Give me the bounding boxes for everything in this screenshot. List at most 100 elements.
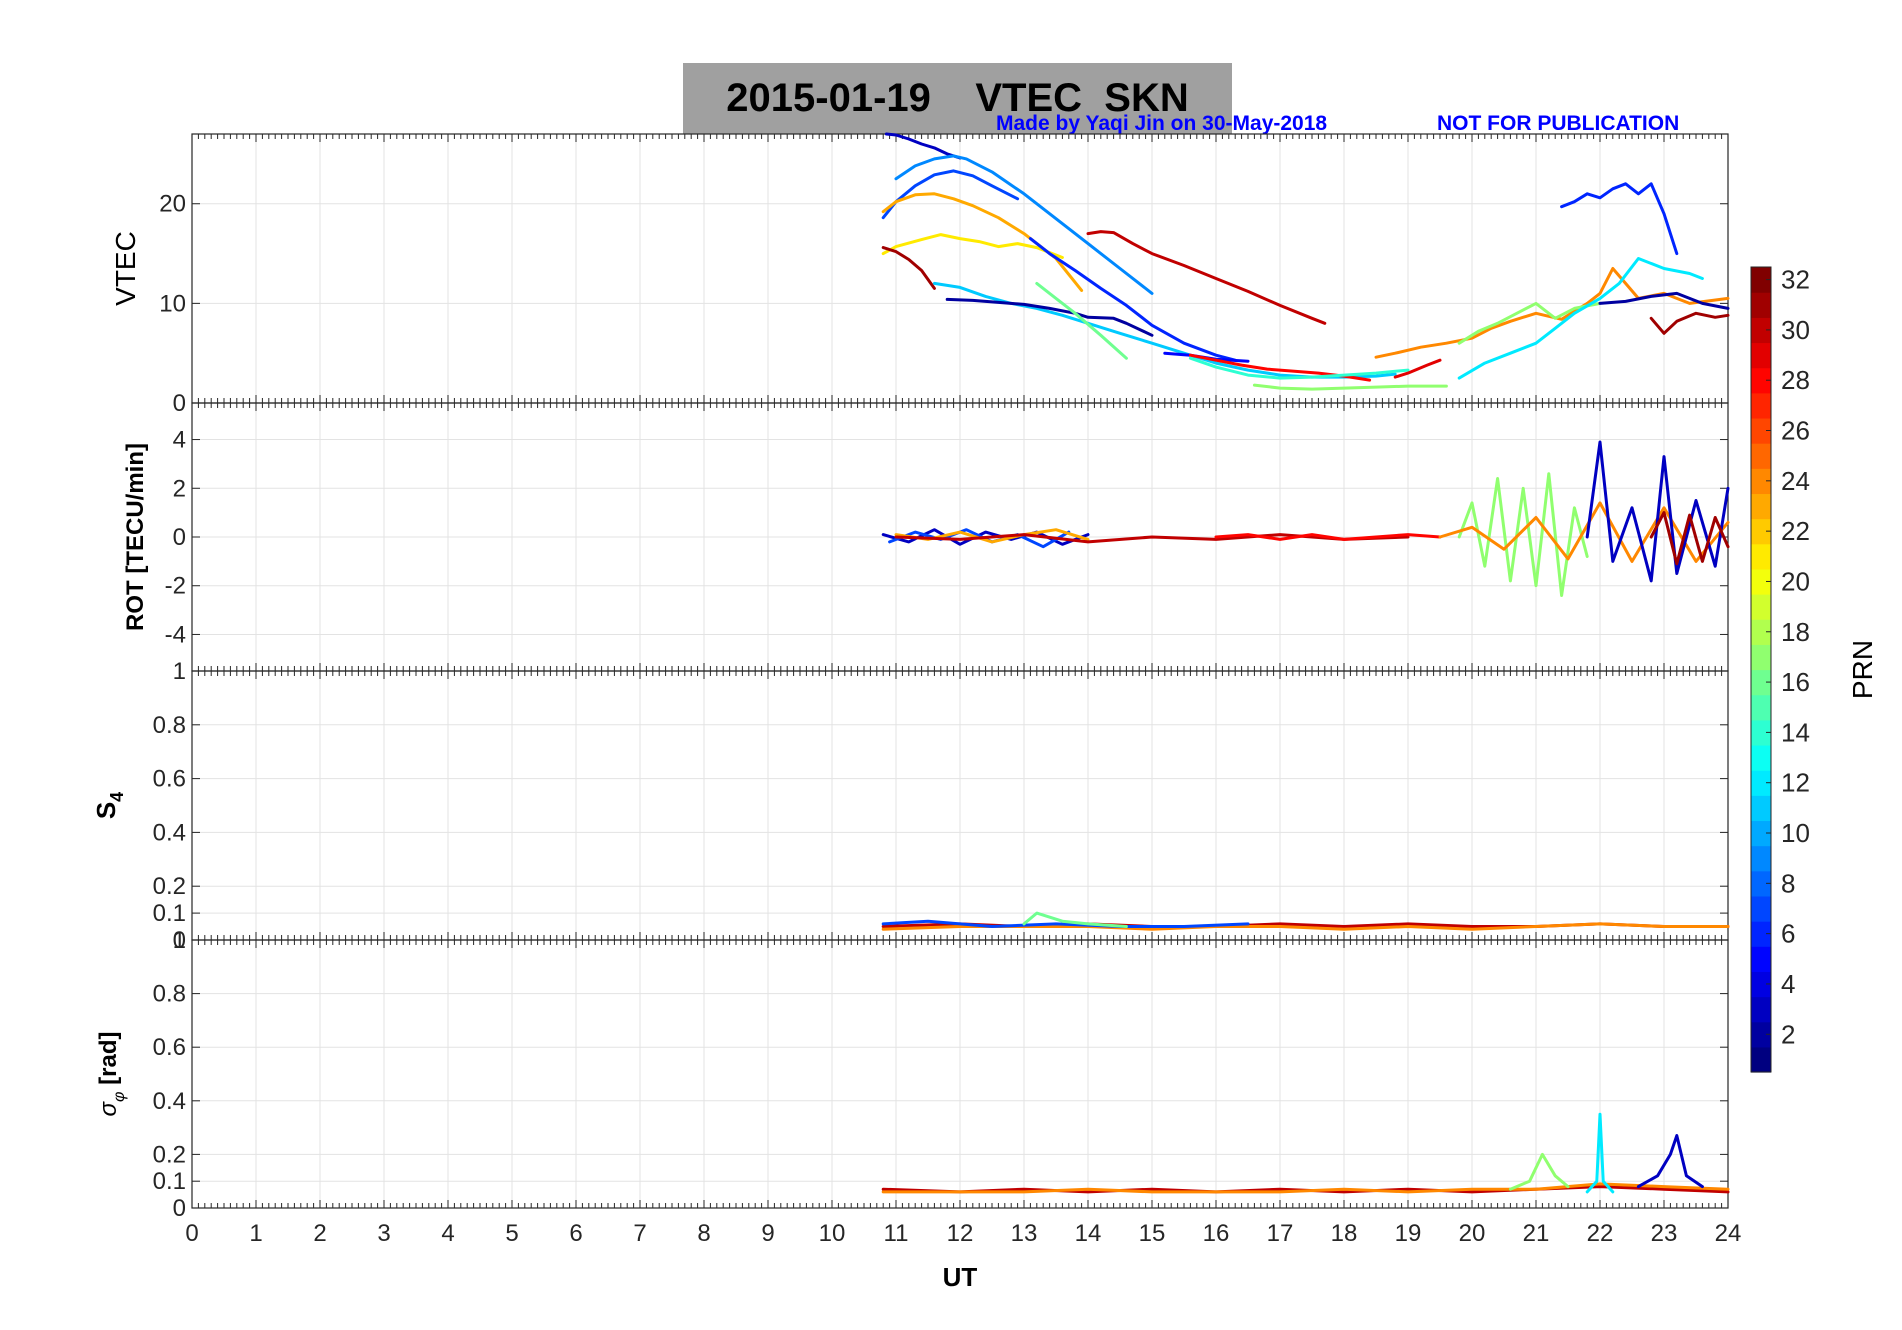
- vtec-y-tick-label: 10: [159, 290, 186, 317]
- vtec-series-prn-2: [945, 297, 1154, 337]
- sigma-series-prn-17: [1508, 1152, 1570, 1191]
- vtec-series-prn-31: [881, 246, 936, 290]
- x-tick-label: 17: [1267, 1220, 1294, 1247]
- x-tick-label: 20: [1459, 1220, 1486, 1247]
- sigma-series-prn-12: [1585, 1112, 1615, 1194]
- vtec-series-prn-3: [884, 132, 962, 160]
- vtec-series-prn-17: [1252, 383, 1448, 391]
- colorbar-segment: [1751, 971, 1771, 998]
- colorbar-segment: [1751, 669, 1771, 696]
- sigma-phi-ylabel: σφ [rad]: [95, 1032, 128, 1117]
- vtec-series-prn-2: [1598, 291, 1730, 310]
- sigma-series-prn-3: [1636, 1134, 1704, 1189]
- colorbar-segment: [1751, 845, 1771, 872]
- x-tick-label: 9: [761, 1220, 774, 1247]
- chart-title: 2015-01-19 VTEC SKN: [683, 63, 1232, 134]
- x-tick-label: 14: [1075, 1220, 1102, 1247]
- colorbar-tick-label: 4: [1781, 969, 1795, 999]
- title-background: [683, 63, 1232, 134]
- sigma-y-tick-label: 0.2: [153, 1141, 186, 1168]
- colorbar-tick-label: 26: [1781, 416, 1810, 446]
- rot-series-prn-31: [1649, 511, 1730, 566]
- notice-text: NOT FOR PUBLICATION: [1437, 112, 1680, 135]
- colorbar-tick-label: 16: [1781, 667, 1810, 697]
- vtec-series-prn-30: [1086, 230, 1327, 325]
- colorbar-segment: [1751, 518, 1771, 545]
- credit-text: Made by Yaqi Jin on 30-May-2018: [996, 112, 1328, 135]
- sigma-y-tick-label: 0: [173, 1195, 186, 1222]
- x-tick-label: 12: [947, 1220, 974, 1247]
- x-tick-label: 5: [505, 1220, 518, 1247]
- colorbar-tick-label: 2: [1781, 1019, 1795, 1049]
- x-tick-label: 11: [884, 1220, 909, 1247]
- vtec-series-prn-12: [1457, 257, 1704, 380]
- vtec-series-prn-6: [1028, 237, 1237, 362]
- vtec-y-tick-label: 0: [173, 390, 186, 417]
- colorbar-tick-label: 8: [1781, 868, 1795, 898]
- rot-y-tick-label: 2: [173, 475, 186, 502]
- vtec-series-prn-29: [1393, 358, 1442, 379]
- colorbar-tick-label: 22: [1781, 516, 1810, 546]
- vtec-series-prn-14: [1188, 356, 1410, 380]
- s4-y-tick-label: 0.8: [153, 712, 186, 739]
- x-tick-label: 2: [313, 1220, 326, 1247]
- s4-y-tick-label: 1: [173, 658, 186, 685]
- rot-series-prn-17: [1457, 472, 1589, 597]
- colorbar-tick-label: 12: [1781, 768, 1810, 798]
- colorbar-tick-label: 28: [1781, 365, 1810, 395]
- colorbar-segment: [1751, 317, 1771, 344]
- x-tick-label: 0: [185, 1220, 198, 1247]
- colorbar-segment: [1751, 770, 1771, 796]
- x-tick-label: 8: [697, 1220, 710, 1247]
- colorbar-tick-label: 10: [1781, 818, 1810, 848]
- s4-y-tick-label: 0.1: [153, 900, 186, 927]
- colorbar-segment: [1751, 619, 1771, 645]
- s4-y-tick-label: 0: [173, 927, 186, 954]
- colorbar-segment: [1751, 267, 1771, 293]
- rot-ylabel: ROT [TECU/min]: [122, 443, 149, 631]
- rot-series-prn-28: [1214, 533, 1442, 541]
- x-tick-label: 21: [1523, 1220, 1550, 1247]
- rot-series-prn-30: [894, 533, 1410, 544]
- vtec-series-prn-31: [1649, 311, 1730, 335]
- vtec-series-prn-17: [1457, 301, 1602, 345]
- s4-ylabel: S4: [91, 792, 127, 819]
- colorbar-segment: [1751, 468, 1771, 495]
- x-axis-label: UT: [943, 1262, 978, 1292]
- s4-series-prn-24: [881, 922, 1730, 931]
- rot-y-tick-label: -2: [165, 573, 186, 600]
- x-tick-label: 16: [1203, 1220, 1230, 1247]
- rot-y-tick-label: -4: [165, 621, 186, 648]
- vtec-ylabel: VTEC: [110, 231, 141, 306]
- colorbar-frame: [1750, 266, 1772, 1073]
- x-tick-label: 4: [441, 1220, 454, 1247]
- x-tick-label: 24: [1715, 1220, 1742, 1247]
- rot-series-prn-3: [1585, 440, 1730, 583]
- s4-series-prn-16: [1022, 911, 1128, 928]
- colorbar-segment: [1751, 946, 1771, 972]
- vtec-series-prn-7: [881, 169, 1020, 220]
- x-tick-label: 13: [1011, 1220, 1038, 1247]
- colorbar-segment: [1751, 367, 1771, 394]
- colorbar-tick-label: 18: [1781, 617, 1810, 647]
- colorbar-tick-label: 30: [1781, 315, 1810, 345]
- x-tick-label: 23: [1651, 1220, 1678, 1247]
- colorbar-segment: [1751, 392, 1771, 419]
- rot-series-prn-24: [1438, 501, 1730, 563]
- colorbar-segment: [1751, 719, 1771, 746]
- title-station: SKN: [1104, 76, 1189, 120]
- colorbar-segment: [1751, 694, 1771, 721]
- colorbar-segment: [1751, 744, 1771, 771]
- x-tick-label: 1: [249, 1220, 262, 1247]
- sigma-y-tick-label: 1: [173, 927, 186, 954]
- x-tick-label: 10: [819, 1220, 846, 1247]
- x-tick-label: 22: [1587, 1220, 1614, 1247]
- sigma-y-tick-label: 0.1: [153, 1168, 186, 1195]
- colorbar-segment: [1751, 493, 1771, 520]
- s4-y-tick-label: 0.4: [153, 819, 186, 846]
- colorbar-segment: [1751, 870, 1771, 897]
- sigma-y-tick-label: 0.8: [153, 981, 186, 1008]
- rot-y-tick-label: 4: [173, 427, 186, 454]
- s4-y-tick-label: 0.2: [153, 873, 186, 900]
